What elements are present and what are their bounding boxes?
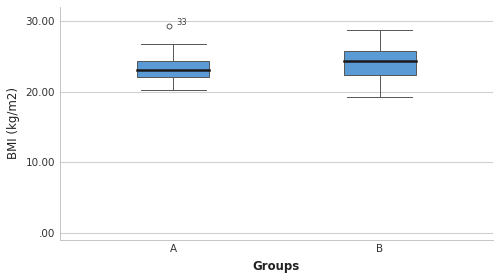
Bar <box>137 61 210 78</box>
Bar <box>344 51 415 75</box>
X-axis label: Groups: Groups <box>253 260 300 273</box>
Text: 33: 33 <box>176 18 187 27</box>
Y-axis label: BMI (kg/m2): BMI (kg/m2) <box>7 87 20 159</box>
